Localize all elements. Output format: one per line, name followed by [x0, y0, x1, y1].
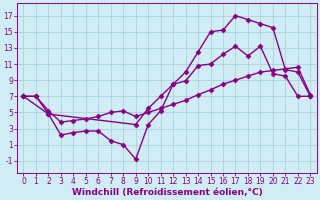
- X-axis label: Windchill (Refroidissement éolien,°C): Windchill (Refroidissement éolien,°C): [72, 188, 262, 197]
